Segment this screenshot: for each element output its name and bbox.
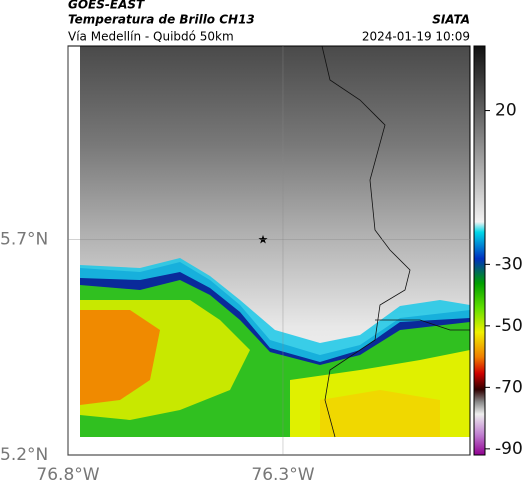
source: SIATA bbox=[432, 13, 470, 27]
lon-label: 76.3°W bbox=[251, 465, 314, 485]
colorbar-tick-label: 20 bbox=[495, 101, 517, 121]
colorbar bbox=[473, 45, 486, 456]
axes: 5.7°N 5.2°N76.8°W 76.3°W bbox=[0, 46, 470, 485]
timestamp: 2024-01-19 10:09 bbox=[362, 30, 470, 44]
subtitle: Temperatura de Brillo CH13 bbox=[68, 13, 255, 27]
header: GOES-EAST Temperatura de Brillo CH13 Vía… bbox=[68, 0, 470, 44]
imagery bbox=[80, 46, 470, 437]
borders bbox=[321, 45, 470, 438]
lat-label: 5.2°N bbox=[0, 445, 48, 465]
lat-label: 5.7°N bbox=[0, 230, 48, 250]
colorbar-tick-label: -30 bbox=[495, 254, 523, 274]
colorbar-tick-label: -90 bbox=[495, 439, 523, 459]
colorbar-tick-label: -50 bbox=[495, 316, 523, 336]
colorbar-ticks: 20 -30 -50 -70 -90 bbox=[485, 101, 523, 459]
lon-label: 76.8°W bbox=[36, 465, 99, 485]
colorbar-tick-label: -70 bbox=[495, 377, 523, 397]
region: Vía Medellín - Quibdó 50km bbox=[68, 30, 234, 44]
title: GOES-EAST bbox=[68, 0, 145, 12]
